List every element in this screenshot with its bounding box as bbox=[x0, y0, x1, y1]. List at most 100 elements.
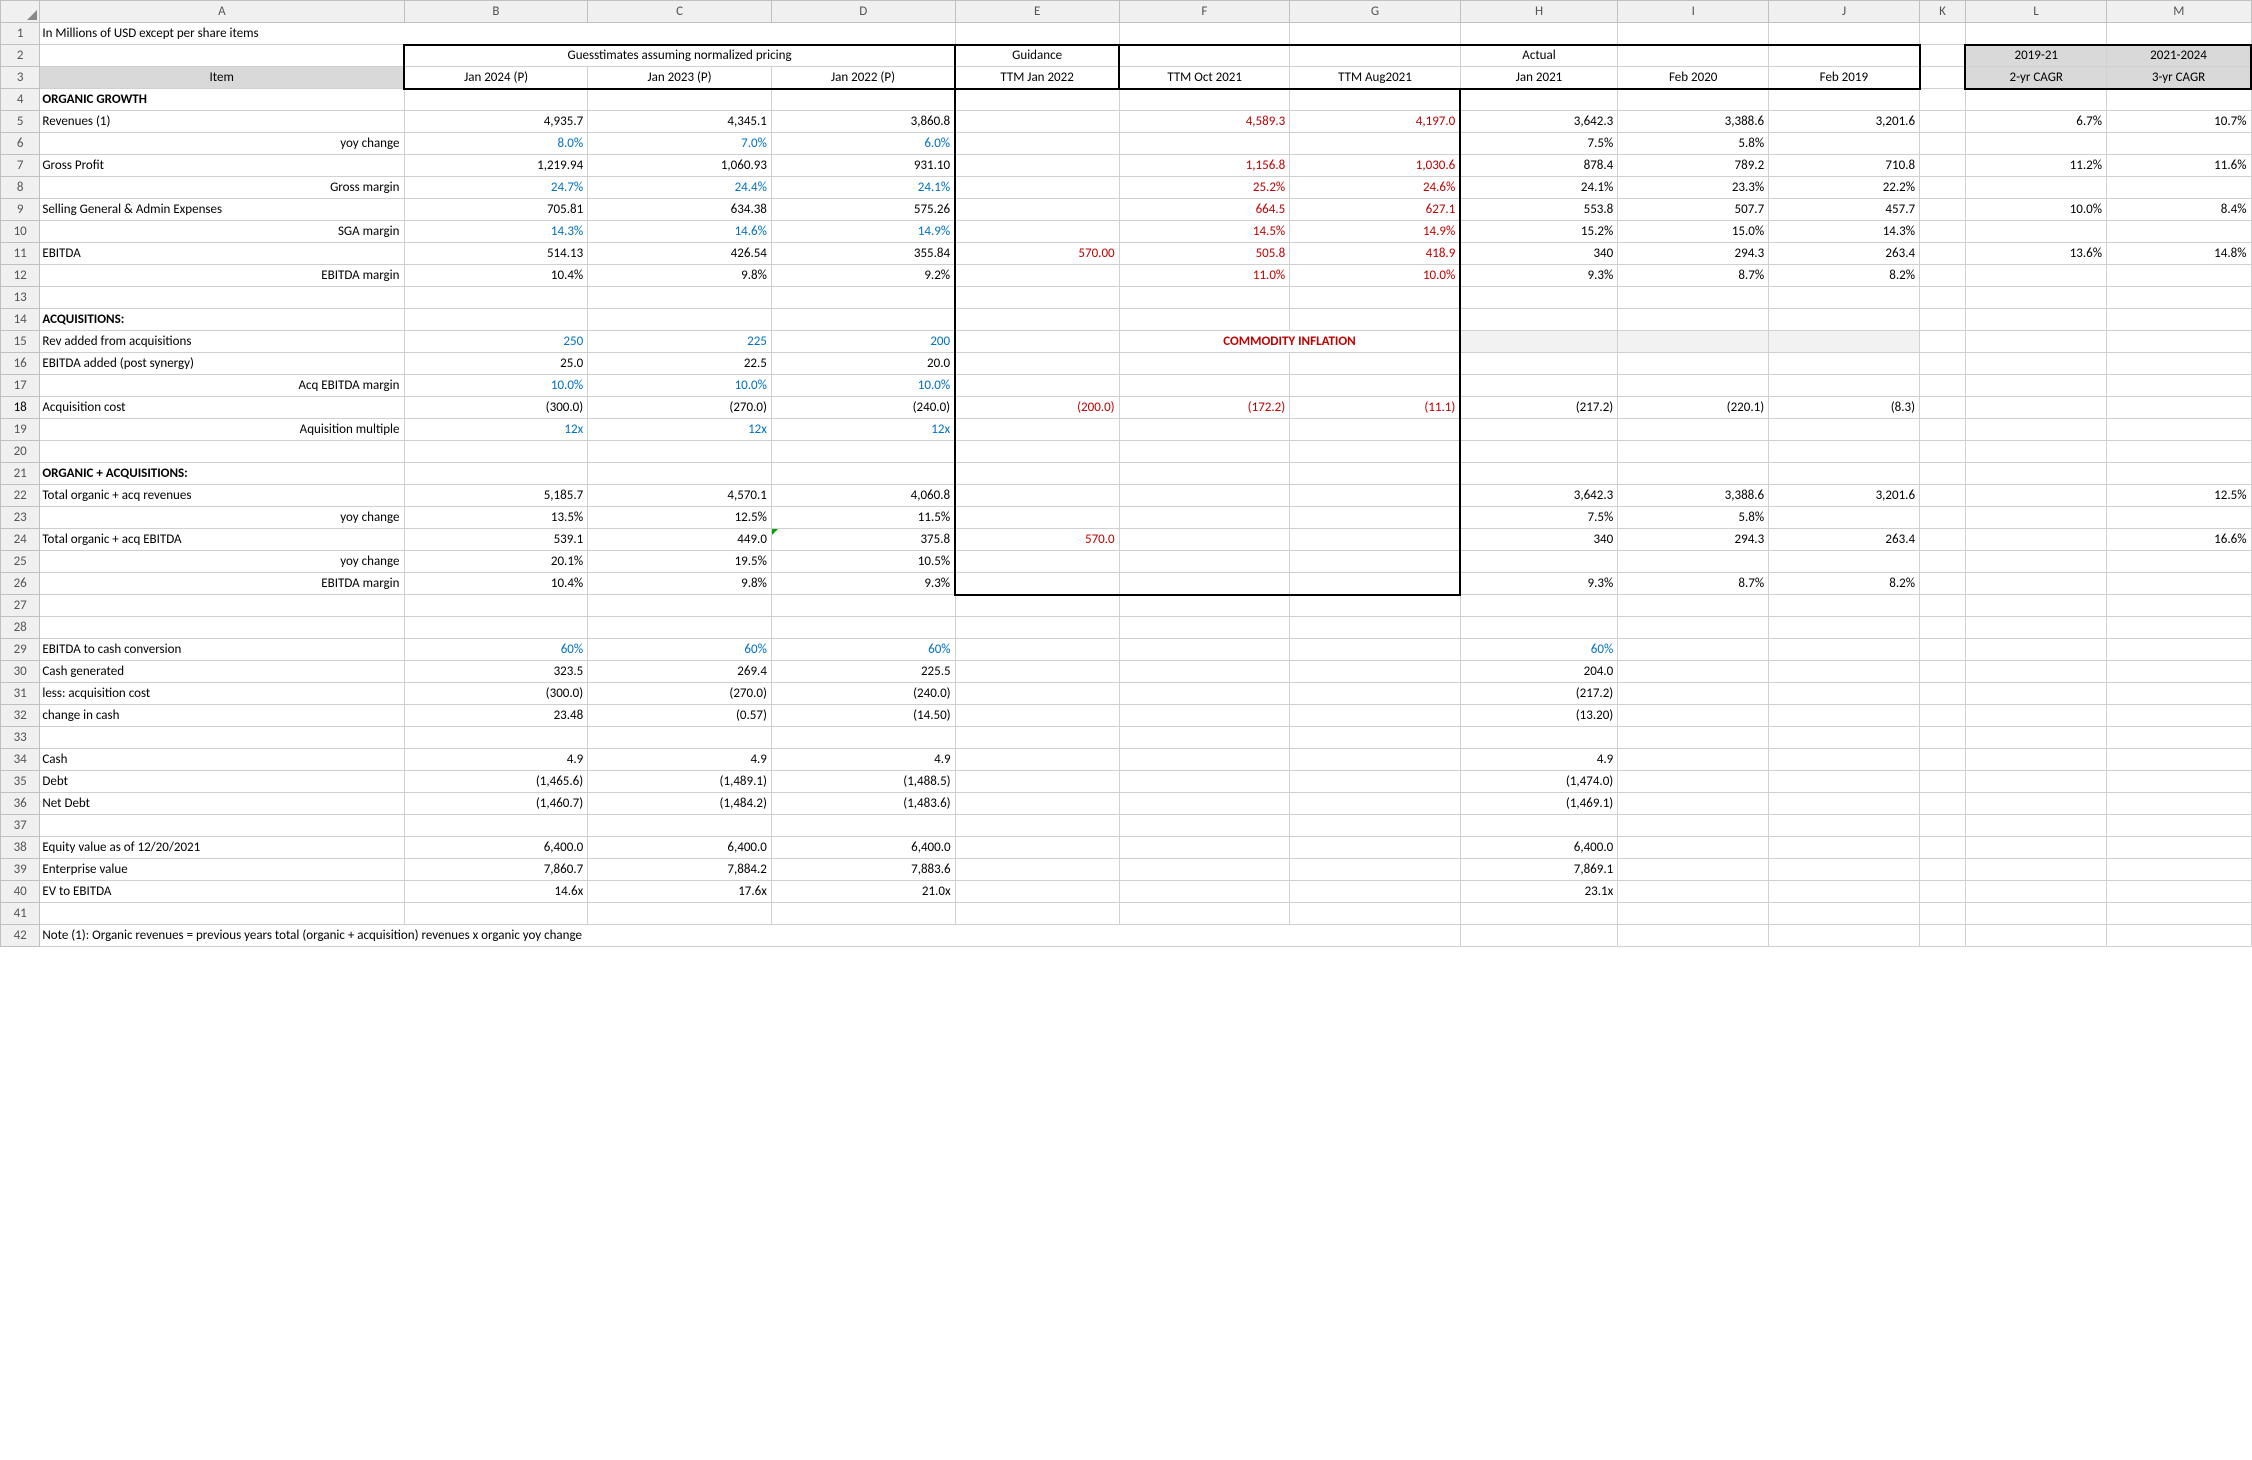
row-header[interactable]: 3 bbox=[1, 67, 40, 89]
cell[interactable] bbox=[1965, 661, 2106, 683]
cell[interactable] bbox=[1618, 837, 1769, 859]
cell[interactable]: 20.0 bbox=[771, 353, 955, 375]
row-header[interactable]: 41 bbox=[1, 903, 40, 925]
cell[interactable]: 705.81 bbox=[404, 199, 588, 221]
cell[interactable] bbox=[2107, 309, 2251, 331]
cell[interactable]: Total organic + acq revenues bbox=[40, 485, 404, 507]
cell[interactable] bbox=[955, 771, 1119, 793]
cell[interactable]: 269.4 bbox=[588, 661, 772, 683]
cell[interactable] bbox=[955, 705, 1119, 727]
cell[interactable] bbox=[1460, 419, 1617, 441]
cell[interactable] bbox=[1119, 441, 1290, 463]
row-header[interactable]: 18 bbox=[1, 397, 40, 419]
cell[interactable]: Note (1): Organic revenues = previous ye… bbox=[40, 925, 1460, 947]
cell[interactable]: less: acquisition cost bbox=[40, 683, 404, 705]
cell[interactable] bbox=[2107, 837, 2251, 859]
cell[interactable] bbox=[1769, 837, 1920, 859]
cell[interactable] bbox=[1460, 595, 1617, 617]
cell[interactable] bbox=[1965, 23, 2106, 45]
cell[interactable] bbox=[1119, 793, 1290, 815]
cell[interactable]: EV to EBITDA bbox=[40, 881, 404, 903]
cell[interactable]: Rev added from acquisitions bbox=[40, 331, 404, 353]
cell[interactable]: (1,483.6) bbox=[771, 793, 955, 815]
cell[interactable]: 263.4 bbox=[1769, 529, 1920, 551]
cell[interactable] bbox=[2107, 595, 2251, 617]
cell[interactable] bbox=[2107, 661, 2251, 683]
cell[interactable] bbox=[1920, 793, 1966, 815]
row-header[interactable]: 36 bbox=[1, 793, 40, 815]
cell[interactable] bbox=[1460, 617, 1617, 639]
cell[interactable] bbox=[1290, 727, 1461, 749]
cell[interactable] bbox=[1965, 771, 2106, 793]
cell[interactable] bbox=[1920, 727, 1966, 749]
cell[interactable]: 12.5% bbox=[588, 507, 772, 529]
cell[interactable] bbox=[1769, 683, 1920, 705]
cell[interactable] bbox=[1769, 859, 1920, 881]
cell[interactable] bbox=[955, 155, 1119, 177]
row-header[interactable]: 26 bbox=[1, 573, 40, 595]
cell[interactable]: 7,860.7 bbox=[404, 859, 588, 881]
cell[interactable] bbox=[1618, 287, 1769, 309]
cell[interactable]: 2021-2024 bbox=[2107, 45, 2251, 67]
cell[interactable]: 5.8% bbox=[1618, 133, 1769, 155]
cell[interactable] bbox=[40, 815, 404, 837]
cell[interactable]: 340 bbox=[1460, 529, 1617, 551]
row-header[interactable]: 13 bbox=[1, 287, 40, 309]
cell[interactable] bbox=[2107, 925, 2251, 947]
cell[interactable]: 24.7% bbox=[404, 177, 588, 199]
cell[interactable]: 10.4% bbox=[404, 265, 588, 287]
cell[interactable]: 878.4 bbox=[1460, 155, 1617, 177]
cell[interactable] bbox=[1769, 353, 1920, 375]
cell[interactable] bbox=[1119, 529, 1290, 551]
cell[interactable]: Equity value as of 12/20/2021 bbox=[40, 837, 404, 859]
cell[interactable] bbox=[955, 23, 1119, 45]
cell[interactable] bbox=[1920, 903, 1966, 925]
cell[interactable]: 553.8 bbox=[1460, 199, 1617, 221]
cell[interactable]: 12x bbox=[771, 419, 955, 441]
cell[interactable] bbox=[955, 111, 1119, 133]
cell[interactable] bbox=[1769, 639, 1920, 661]
cell[interactable]: 457.7 bbox=[1769, 199, 1920, 221]
cell[interactable] bbox=[588, 815, 772, 837]
cell[interactable] bbox=[1965, 375, 2106, 397]
cell[interactable] bbox=[2107, 639, 2251, 661]
cell[interactable]: 4,589.3 bbox=[1119, 111, 1290, 133]
row-header[interactable]: 6 bbox=[1, 133, 40, 155]
cell[interactable] bbox=[771, 463, 955, 485]
cell[interactable] bbox=[1290, 419, 1461, 441]
cell[interactable] bbox=[2107, 793, 2251, 815]
cell[interactable]: 6,400.0 bbox=[588, 837, 772, 859]
cell[interactable] bbox=[1769, 551, 1920, 573]
cell[interactable] bbox=[1290, 441, 1461, 463]
cell[interactable] bbox=[1965, 309, 2106, 331]
cell[interactable] bbox=[1290, 89, 1461, 111]
cell[interactable]: 60% bbox=[404, 639, 588, 661]
row-header[interactable]: 8 bbox=[1, 177, 40, 199]
cell[interactable]: 12.5% bbox=[2107, 485, 2251, 507]
cell[interactable] bbox=[955, 749, 1119, 771]
cell[interactable]: Acq EBITDA margin bbox=[40, 375, 404, 397]
cell[interactable]: (8.3) bbox=[1769, 397, 1920, 419]
cell[interactable]: 11.6% bbox=[2107, 155, 2251, 177]
cell[interactable] bbox=[404, 287, 588, 309]
cell[interactable]: 3,201.6 bbox=[1769, 111, 1920, 133]
cell[interactable] bbox=[1769, 133, 1920, 155]
col-header-L[interactable]: L bbox=[1965, 1, 2106, 23]
cell[interactable] bbox=[1290, 771, 1461, 793]
cell[interactable] bbox=[40, 617, 404, 639]
cell[interactable]: EBITDA margin bbox=[40, 573, 404, 595]
cell[interactable] bbox=[1920, 507, 1966, 529]
cell[interactable]: 225.5 bbox=[771, 661, 955, 683]
col-header-G[interactable]: G bbox=[1290, 1, 1461, 23]
cell[interactable]: Selling General & Admin Expenses bbox=[40, 199, 404, 221]
cell[interactable]: 14.5% bbox=[1119, 221, 1290, 243]
cell[interactable] bbox=[955, 133, 1119, 155]
cell[interactable] bbox=[1119, 485, 1290, 507]
cell[interactable]: 22.5 bbox=[588, 353, 772, 375]
row-header[interactable]: 23 bbox=[1, 507, 40, 529]
cell[interactable] bbox=[2107, 463, 2251, 485]
row-header[interactable]: 37 bbox=[1, 815, 40, 837]
cell[interactable] bbox=[1290, 749, 1461, 771]
row-header[interactable]: 15 bbox=[1, 331, 40, 353]
row-header[interactable]: 29 bbox=[1, 639, 40, 661]
